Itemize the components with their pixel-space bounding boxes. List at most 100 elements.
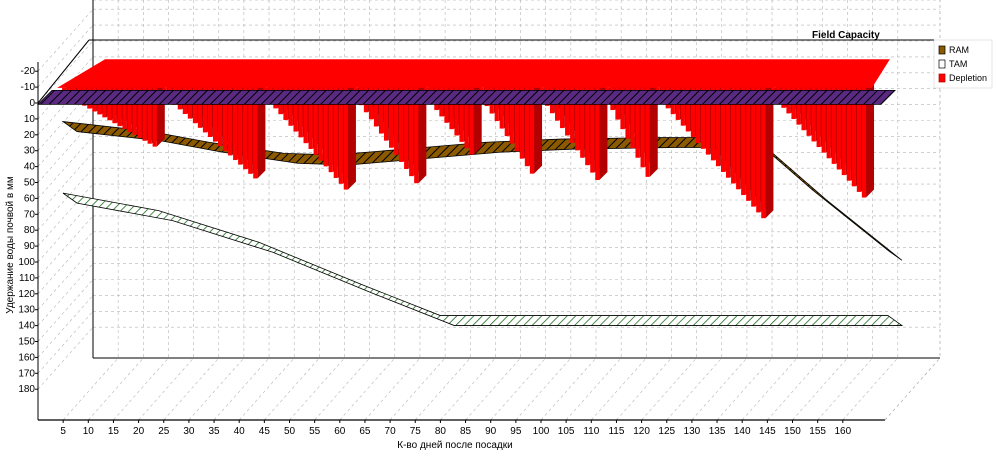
x-tick-label: 70 (385, 426, 397, 437)
depletion-bar (761, 79, 774, 219)
depletion-bar-front (695, 87, 701, 144)
depletion-bar-front (147, 87, 152, 144)
depletion-bar-front (801, 87, 806, 131)
grid-line-floor (565, 357, 622, 421)
y-tick-label: 140 (18, 321, 35, 332)
grid-line-floor (817, 357, 873, 421)
x-tick-label: 140 (734, 426, 751, 437)
y-tick-label: 0 (29, 98, 35, 109)
depletion-bar-front (449, 87, 454, 130)
depletion-bar-front (851, 87, 856, 187)
depletion-bar-front (444, 87, 449, 123)
legend-swatch-depletion (938, 73, 946, 83)
grid-line-side (37, 295, 94, 358)
grid-line-side (37, 136, 94, 199)
back-wall (92, 0, 941, 359)
x-tick-label: 120 (633, 426, 650, 437)
depletion-bar-front (303, 87, 308, 144)
y-tick-label: 20 (24, 130, 36, 141)
depletion-bar-front (731, 87, 736, 184)
grid-line-side (37, 183, 94, 247)
depletion-bar-front (836, 87, 841, 170)
x-tick-label: 45 (259, 426, 271, 437)
grid-line-side (37, 231, 94, 294)
grid-line-side (37, 263, 94, 326)
x-tick-label: 65 (359, 426, 371, 437)
y-tick-label: 110 (19, 273, 35, 284)
grid-line-side (37, 9, 94, 72)
legend-label-tam: TAM (949, 59, 967, 69)
depletion-bar-front (378, 87, 384, 134)
depletion-bar-front (680, 87, 685, 126)
depletion-bar-front (293, 87, 298, 132)
y-tick-label: 170 (18, 368, 35, 379)
depletion-bar-front (248, 87, 253, 174)
depletion-bar-front (715, 87, 721, 167)
x-tick-label: 145 (759, 426, 776, 437)
grid-line-floor (842, 357, 899, 421)
ram-series (61, 121, 903, 261)
depletion-bar-front (373, 87, 379, 127)
grid-line-floor (515, 357, 572, 421)
depletion-bar-front (529, 87, 535, 174)
depletion-bar-front (590, 87, 595, 173)
grid-line-floor (62, 357, 119, 421)
depletion-bar-front (389, 87, 394, 148)
y-axis-title: Удержание воды почвой в мм (5, 176, 16, 314)
grid-line-floor (88, 357, 144, 421)
grid-line-floor (465, 357, 521, 421)
depletion-bar-front (298, 87, 303, 138)
field-capacity-band (37, 39, 934, 105)
grid-line-floor (138, 357, 194, 421)
depletion-bar-front (726, 87, 731, 178)
x-tick-label: 85 (460, 426, 472, 437)
depletion-bar-front (796, 87, 801, 125)
x-axis-title: К-во дней после посадки (397, 440, 512, 451)
depletion-bar-front (509, 87, 514, 144)
grid-line-side (37, 72, 94, 135)
depletion-bar-front (841, 87, 846, 176)
depletion-bar-front (137, 87, 142, 138)
grid-line-floor (415, 357, 471, 421)
depletion-bar-front (253, 87, 258, 179)
depletion-bar-front (630, 87, 635, 149)
x-tick-label: 135 (709, 426, 726, 437)
depletion-bar-front (328, 87, 333, 173)
y-tick-label: 30 (24, 146, 36, 157)
grid-line-floor (716, 357, 773, 421)
depletion-bar-front (826, 87, 831, 159)
depletion-bar-front (585, 87, 590, 166)
grid-line-side (37, 56, 94, 120)
depletion-bar-front (313, 87, 318, 155)
depletion-bar-front (212, 87, 218, 142)
x-tick-label: 90 (485, 426, 497, 437)
depletion-bar (861, 79, 875, 198)
y-tick-label: 80 (24, 225, 36, 236)
depletion-bar-front (454, 87, 459, 136)
grid-line-floor (238, 357, 295, 421)
y-tick-label: 150 (18, 337, 35, 348)
x-tick-label: 95 (510, 426, 522, 437)
depletion-bar-front (207, 87, 213, 138)
depletion-bar-front (645, 87, 650, 177)
depletion-bar-front (233, 87, 238, 161)
field-capacity-strip (37, 90, 896, 105)
grid-line-floor (289, 357, 345, 421)
depletion-bar-front (112, 87, 117, 124)
depletion-bar-front (202, 87, 208, 133)
grid-line-side (37, 168, 94, 231)
depletion-bar-front (746, 87, 751, 201)
legend-swatch-tam (938, 59, 946, 69)
depletion-bar-side (866, 79, 875, 198)
floor-right-edge (884, 357, 941, 421)
legend-swatch-ram (938, 45, 946, 55)
grid-line-side (37, 152, 94, 215)
x-tick-label: 130 (684, 426, 701, 437)
x-tick-label: 155 (809, 426, 826, 437)
depletion-bar-front (575, 87, 580, 151)
depletion-bar-front (152, 87, 157, 147)
depletion-bar-front (459, 87, 464, 142)
y-tick-label: 180 (18, 384, 35, 395)
depletion-bar-front (856, 87, 861, 192)
depletion-bar-front (127, 87, 132, 133)
